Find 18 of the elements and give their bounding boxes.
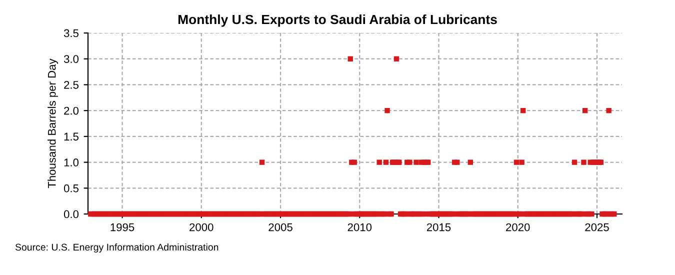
y-tick-label: 0.0 [64, 210, 79, 218]
x-tick-label: 2005 [268, 223, 292, 232]
y-tick-label: 1.0 [64, 158, 79, 166]
source-note: Source: U.S. Energy Information Administration [15, 243, 218, 253]
y-tick-label: 2.5 [64, 80, 79, 89]
x-tick-label: 2015 [426, 223, 451, 232]
x-tick-label: 2025 [585, 223, 609, 232]
y-tick-label: 3.5 [64, 29, 79, 38]
y-tick-label: 1.5 [64, 132, 79, 141]
x-tick-label: 2020 [506, 223, 530, 232]
x-tick-label: 2000 [190, 223, 214, 232]
chart-title: Monthly U.S. Exports to Saudi Arabia of Lubricants [178, 14, 497, 27]
y-tick-label: 3.0 [64, 55, 79, 63]
x-tick-label: 1995 [110, 223, 134, 232]
y-axis-title: Thousand Barrels per Day [48, 58, 58, 188]
y-tick-label: 2.0 [64, 106, 79, 115]
y-tick-label: 0.5 [64, 184, 79, 192]
x-tick-label: 2010 [348, 223, 372, 232]
